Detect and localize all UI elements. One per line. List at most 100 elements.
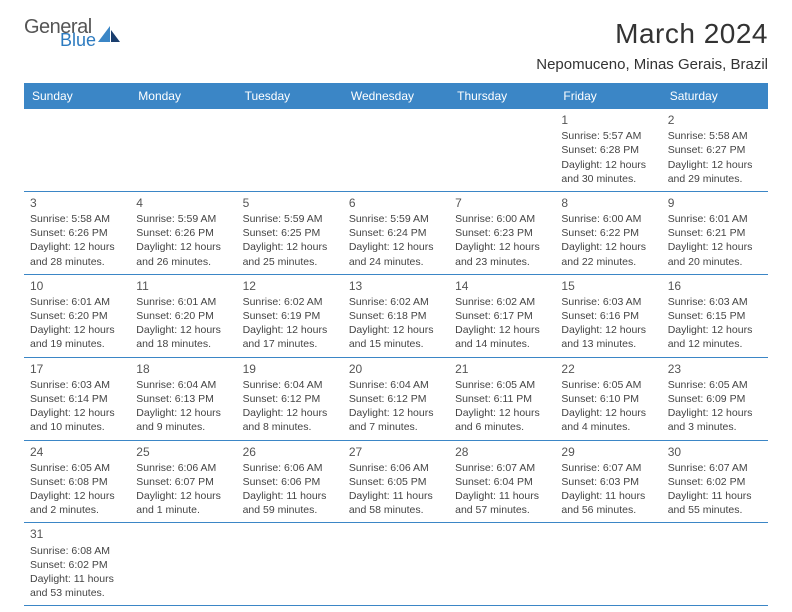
sunset-line: Sunset: 6:03 PM xyxy=(561,475,655,489)
daylight-line: Daylight: 11 hours and 59 minutes. xyxy=(243,489,337,517)
day-cell: 5Sunrise: 5:59 AMSunset: 6:25 PMDaylight… xyxy=(237,192,343,274)
day-cell xyxy=(662,523,768,605)
sunrise-line: Sunrise: 5:59 AM xyxy=(136,212,230,226)
sunrise-line: Sunrise: 5:59 AM xyxy=(243,212,337,226)
day-number: 31 xyxy=(30,526,124,542)
day-number: 16 xyxy=(668,278,762,294)
sunrise-line: Sunrise: 6:06 AM xyxy=(349,461,443,475)
sunrise-line: Sunrise: 6:04 AM xyxy=(136,378,230,392)
sunrise-line: Sunrise: 6:03 AM xyxy=(30,378,124,392)
day-cell xyxy=(343,523,449,605)
daylight-line: Daylight: 12 hours and 20 minutes. xyxy=(668,240,762,268)
day-number: 13 xyxy=(349,278,443,294)
sunset-line: Sunset: 6:02 PM xyxy=(668,475,762,489)
day-cell: 3Sunrise: 5:58 AMSunset: 6:26 PMDaylight… xyxy=(24,192,130,274)
day-cell: 18Sunrise: 6:04 AMSunset: 6:13 PMDayligh… xyxy=(130,358,236,440)
day-number: 30 xyxy=(668,444,762,460)
daylight-line: Daylight: 12 hours and 26 minutes. xyxy=(136,240,230,268)
sunset-line: Sunset: 6:15 PM xyxy=(668,309,762,323)
sunrise-line: Sunrise: 6:01 AM xyxy=(668,212,762,226)
sunrise-line: Sunrise: 6:05 AM xyxy=(668,378,762,392)
sunset-line: Sunset: 6:26 PM xyxy=(136,226,230,240)
sunset-line: Sunset: 6:28 PM xyxy=(561,143,655,157)
logo-sail-icon xyxy=(96,24,122,44)
daylight-line: Daylight: 12 hours and 30 minutes. xyxy=(561,158,655,186)
day-cell xyxy=(555,523,661,605)
location-subtitle: Nepomuceno, Minas Gerais, Brazil xyxy=(536,56,768,73)
week-row: 1Sunrise: 5:57 AMSunset: 6:28 PMDaylight… xyxy=(24,109,768,192)
day-number: 27 xyxy=(349,444,443,460)
day-cell: 4Sunrise: 5:59 AMSunset: 6:26 PMDaylight… xyxy=(130,192,236,274)
day-cell: 7Sunrise: 6:00 AMSunset: 6:23 PMDaylight… xyxy=(449,192,555,274)
daylight-line: Daylight: 11 hours and 56 minutes. xyxy=(561,489,655,517)
daylight-line: Daylight: 12 hours and 8 minutes. xyxy=(243,406,337,434)
sunrise-line: Sunrise: 6:01 AM xyxy=(30,295,124,309)
sunset-line: Sunset: 6:11 PM xyxy=(455,392,549,406)
day-cell: 25Sunrise: 6:06 AMSunset: 6:07 PMDayligh… xyxy=(130,441,236,523)
weekday-header: Saturday xyxy=(662,83,768,109)
sunset-line: Sunset: 6:27 PM xyxy=(668,143,762,157)
day-number: 1 xyxy=(561,112,655,128)
sunrise-line: Sunrise: 6:02 AM xyxy=(243,295,337,309)
day-cell: 2Sunrise: 5:58 AMSunset: 6:27 PMDaylight… xyxy=(662,109,768,191)
day-cell xyxy=(130,109,236,191)
sunrise-line: Sunrise: 6:05 AM xyxy=(30,461,124,475)
day-cell xyxy=(343,109,449,191)
week-row: 3Sunrise: 5:58 AMSunset: 6:26 PMDaylight… xyxy=(24,192,768,275)
sunrise-line: Sunrise: 5:58 AM xyxy=(30,212,124,226)
daylight-line: Daylight: 12 hours and 23 minutes. xyxy=(455,240,549,268)
sunset-line: Sunset: 6:14 PM xyxy=(30,392,124,406)
sunset-line: Sunset: 6:04 PM xyxy=(455,475,549,489)
day-number: 7 xyxy=(455,195,549,211)
day-number: 9 xyxy=(668,195,762,211)
day-number: 14 xyxy=(455,278,549,294)
day-number: 28 xyxy=(455,444,549,460)
day-number: 23 xyxy=(668,361,762,377)
sunset-line: Sunset: 6:10 PM xyxy=(561,392,655,406)
daylight-line: Daylight: 11 hours and 57 minutes. xyxy=(455,489,549,517)
sunset-line: Sunset: 6:26 PM xyxy=(30,226,124,240)
day-number: 11 xyxy=(136,278,230,294)
day-cell: 11Sunrise: 6:01 AMSunset: 6:20 PMDayligh… xyxy=(130,275,236,357)
daylight-line: Daylight: 12 hours and 12 minutes. xyxy=(668,323,762,351)
sunrise-line: Sunrise: 6:08 AM xyxy=(30,544,124,558)
sunset-line: Sunset: 6:20 PM xyxy=(30,309,124,323)
daylight-line: Daylight: 12 hours and 14 minutes. xyxy=(455,323,549,351)
sunrise-line: Sunrise: 6:00 AM xyxy=(455,212,549,226)
header: General Blue March 2024 Nepomuceno, Mina… xyxy=(24,18,768,73)
day-number: 5 xyxy=(243,195,337,211)
day-number: 3 xyxy=(30,195,124,211)
sunrise-line: Sunrise: 6:06 AM xyxy=(136,461,230,475)
weekday-header-row: SundayMondayTuesdayWednesdayThursdayFrid… xyxy=(24,83,768,109)
day-cell: 8Sunrise: 6:00 AMSunset: 6:22 PMDaylight… xyxy=(555,192,661,274)
day-cell: 12Sunrise: 6:02 AMSunset: 6:19 PMDayligh… xyxy=(237,275,343,357)
day-cell: 20Sunrise: 6:04 AMSunset: 6:12 PMDayligh… xyxy=(343,358,449,440)
day-number: 26 xyxy=(243,444,337,460)
sunrise-line: Sunrise: 6:01 AM xyxy=(136,295,230,309)
daylight-line: Daylight: 12 hours and 9 minutes. xyxy=(136,406,230,434)
sunrise-line: Sunrise: 6:02 AM xyxy=(349,295,443,309)
daylight-line: Daylight: 11 hours and 55 minutes. xyxy=(668,489,762,517)
day-cell: 28Sunrise: 6:07 AMSunset: 6:04 PMDayligh… xyxy=(449,441,555,523)
daylight-line: Daylight: 12 hours and 29 minutes. xyxy=(668,158,762,186)
day-cell: 29Sunrise: 6:07 AMSunset: 6:03 PMDayligh… xyxy=(555,441,661,523)
day-number: 18 xyxy=(136,361,230,377)
weekday-header: Thursday xyxy=(449,83,555,109)
sunset-line: Sunset: 6:20 PM xyxy=(136,309,230,323)
sunrise-line: Sunrise: 5:58 AM xyxy=(668,129,762,143)
daylight-line: Daylight: 12 hours and 3 minutes. xyxy=(668,406,762,434)
title-block: March 2024 Nepomuceno, Minas Gerais, Bra… xyxy=(536,18,768,73)
sunset-line: Sunset: 6:17 PM xyxy=(455,309,549,323)
day-number: 20 xyxy=(349,361,443,377)
day-cell: 17Sunrise: 6:03 AMSunset: 6:14 PMDayligh… xyxy=(24,358,130,440)
day-cell: 30Sunrise: 6:07 AMSunset: 6:02 PMDayligh… xyxy=(662,441,768,523)
sunset-line: Sunset: 6:02 PM xyxy=(30,558,124,572)
sunrise-line: Sunrise: 5:57 AM xyxy=(561,129,655,143)
daylight-line: Daylight: 11 hours and 53 minutes. xyxy=(30,572,124,600)
sunrise-line: Sunrise: 6:04 AM xyxy=(349,378,443,392)
calendar-body: 1Sunrise: 5:57 AMSunset: 6:28 PMDaylight… xyxy=(24,109,768,606)
day-cell: 14Sunrise: 6:02 AMSunset: 6:17 PMDayligh… xyxy=(449,275,555,357)
sunrise-line: Sunrise: 5:59 AM xyxy=(349,212,443,226)
day-number: 22 xyxy=(561,361,655,377)
weekday-header: Wednesday xyxy=(343,83,449,109)
